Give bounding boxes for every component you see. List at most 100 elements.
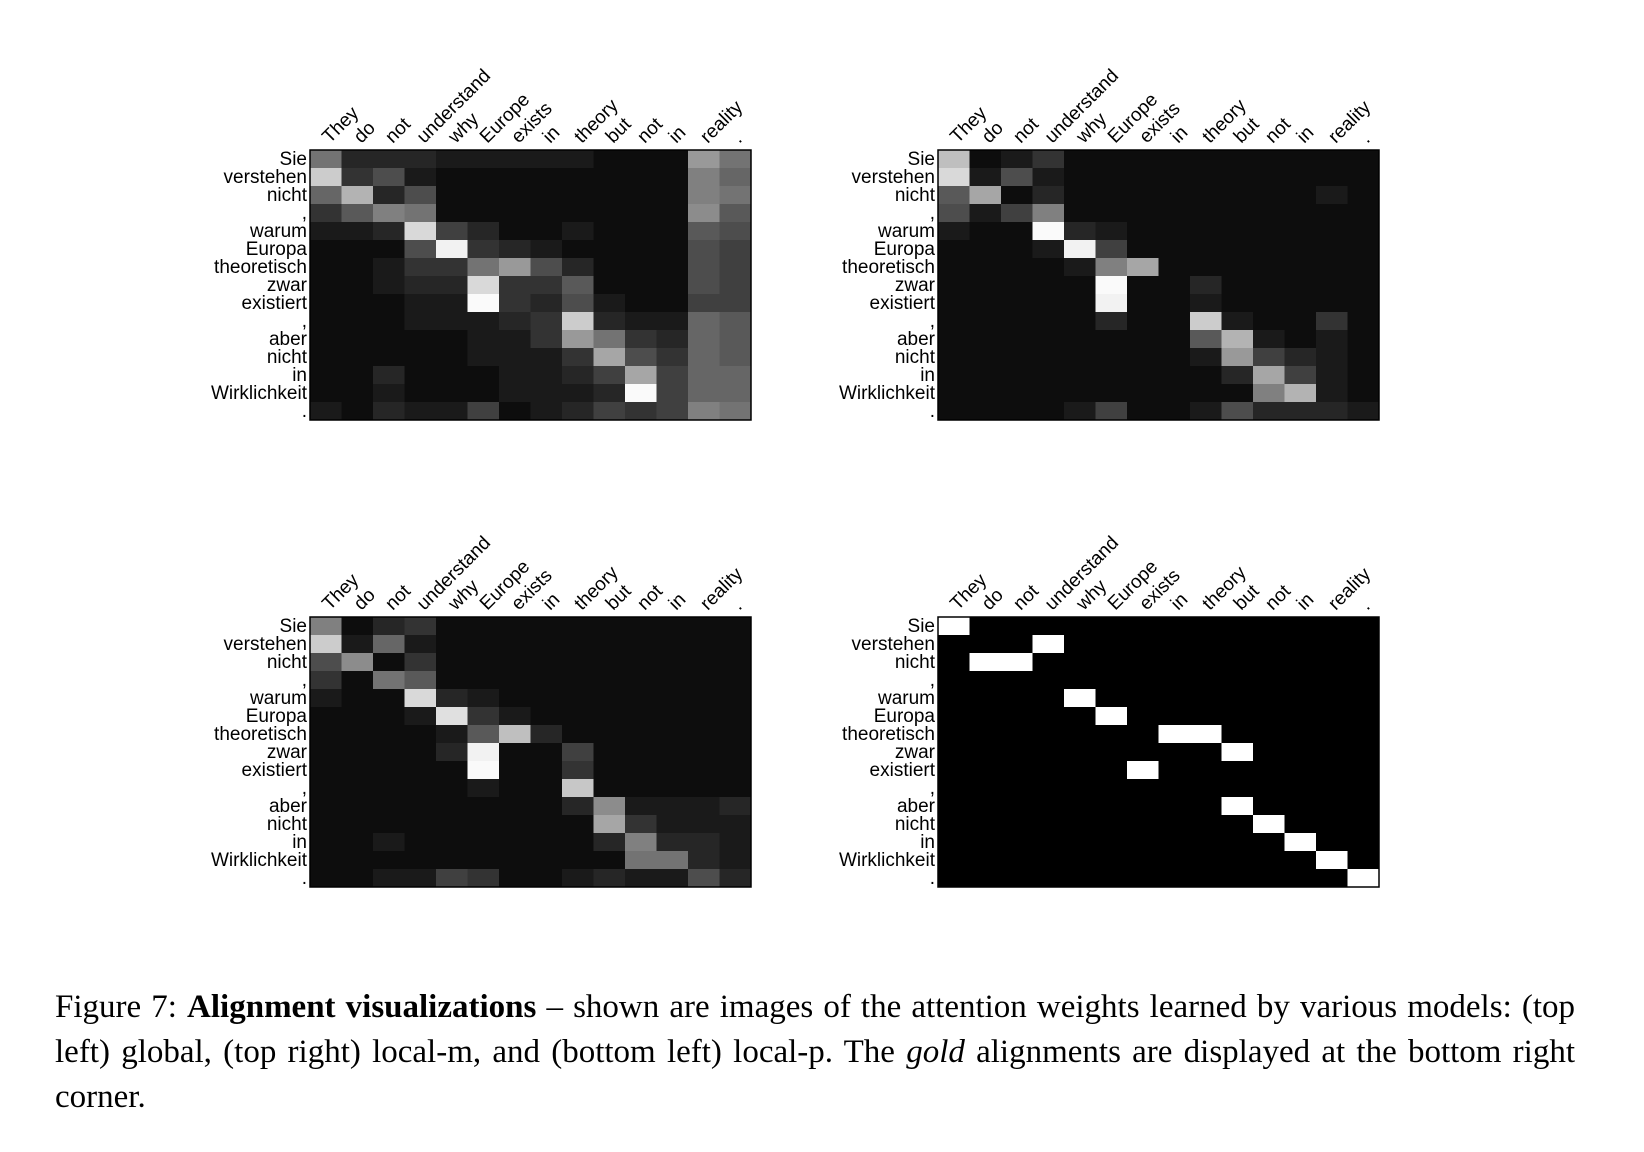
heatmap-cell (1221, 851, 1254, 870)
heatmap-cell (1095, 168, 1128, 187)
heatmap-cell (1190, 240, 1222, 259)
heatmap-cell (499, 743, 531, 762)
heatmap-cell (719, 671, 752, 690)
caption-lead: Figure 7: (55, 989, 188, 1025)
heatmap-cell (404, 743, 437, 762)
heatmap-cell (1095, 833, 1128, 852)
target-word-label: nicht (267, 814, 308, 835)
heatmap-cell (1064, 222, 1096, 241)
heatmap-cell (436, 653, 468, 672)
heatmap-cell (436, 222, 468, 241)
heatmap-cell (1127, 869, 1159, 888)
heatmap-cell (310, 689, 342, 708)
heatmap-cell (1064, 240, 1096, 259)
heatmap-cell (310, 725, 342, 744)
source-word-label: in (1293, 122, 1318, 147)
heatmap-cell (688, 330, 720, 349)
heatmap-cell (436, 240, 468, 259)
heatmap-cell (310, 833, 342, 852)
heatmap-cell (1127, 779, 1159, 798)
heatmap-cell (1158, 312, 1191, 331)
heatmap-cell (1284, 402, 1317, 421)
heatmap-cell (938, 276, 970, 295)
heatmap-cell (373, 707, 405, 726)
heatmap-cell (593, 366, 626, 385)
heatmap-cell (562, 276, 594, 295)
target-word-label: warum (877, 688, 935, 709)
heatmap-cell (1253, 617, 1285, 636)
heatmap-cell (688, 240, 720, 259)
heatmap-cell (1190, 258, 1222, 277)
source-word-label: . (728, 596, 747, 615)
heatmap-cell (625, 869, 657, 888)
heatmap-cell (938, 348, 970, 367)
heatmap-cell (656, 294, 689, 313)
heatmap-cell (1316, 851, 1348, 870)
heatmap-cell (373, 797, 405, 816)
heatmap-cell (404, 725, 437, 744)
heatmap-cell (1190, 743, 1222, 762)
heatmap-cell (593, 348, 626, 367)
heatmap-cell (1032, 150, 1065, 169)
heatmap-cell (1284, 384, 1317, 403)
heatmap-cell (499, 204, 531, 223)
heatmap-local-m: Sieverstehennicht,warumEuropatheoretisch… (839, 65, 1380, 422)
heatmap-cell (656, 186, 689, 205)
heatmap-cell (404, 366, 437, 385)
heatmap-cell (719, 617, 752, 636)
heatmap-cell (1127, 150, 1159, 169)
heatmap-cell (625, 671, 657, 690)
heatmap-cell (310, 240, 342, 259)
heatmap-cell (1284, 833, 1317, 852)
heatmap-cell (1064, 869, 1096, 888)
heatmap-cell (1347, 635, 1380, 654)
heatmap-cell (1001, 186, 1033, 205)
target-word-label: Europa (246, 239, 308, 260)
heatmap-cell (404, 617, 437, 636)
heatmap-cell (1032, 240, 1065, 259)
heatmap-cell (310, 707, 342, 726)
heatmap-cell (341, 797, 374, 816)
heatmap-cell (1001, 258, 1033, 277)
heatmap-cell (1127, 222, 1159, 241)
heatmap-cell (688, 761, 720, 780)
heatmap-cell (1064, 402, 1096, 421)
heatmap-cell (467, 258, 500, 277)
heatmap-cell (593, 617, 626, 636)
heatmap-cell (593, 384, 626, 403)
heatmap-cell (938, 294, 970, 313)
heatmap-cell (1284, 779, 1317, 798)
heatmap-cell (341, 689, 374, 708)
caption-mid: – shown are images of the attention weig… (55, 989, 1576, 1070)
heatmap-cell (1347, 276, 1380, 295)
heatmap-cell (1001, 150, 1033, 169)
heatmap-cell (1190, 833, 1222, 852)
heatmap-cell (1253, 833, 1285, 852)
heatmap-cell (1190, 815, 1222, 834)
heatmap-cell (373, 168, 405, 187)
heatmap-cell (656, 653, 689, 672)
heatmap-cell (969, 240, 1002, 259)
heatmap-cell (1095, 797, 1128, 816)
heatmap-cell (1190, 671, 1222, 690)
heatmap-cell (1064, 833, 1096, 852)
heatmap-cell (1347, 779, 1380, 798)
target-word-label: Wirklichkeit (839, 850, 936, 871)
heatmap-cell (719, 689, 752, 708)
heatmap-cell (1253, 707, 1285, 726)
heatmap-cell (341, 833, 374, 852)
heatmap-cell (1316, 743, 1348, 762)
target-word-label: Wirklichkeit (211, 383, 308, 404)
heatmap-cell (719, 222, 752, 241)
target-word-label: nicht (267, 652, 308, 673)
heatmap-cell (625, 653, 657, 672)
heatmap-cell (1064, 258, 1096, 277)
heatmap-cell (1095, 330, 1128, 349)
heatmap-cell (404, 258, 437, 277)
heatmap-cell (1064, 761, 1096, 780)
heatmap-cell (1221, 689, 1254, 708)
heatmap-cell (1284, 653, 1317, 672)
heatmap-cell (341, 635, 374, 654)
heatmap-cell (467, 186, 500, 205)
heatmap-cell (1316, 653, 1348, 672)
